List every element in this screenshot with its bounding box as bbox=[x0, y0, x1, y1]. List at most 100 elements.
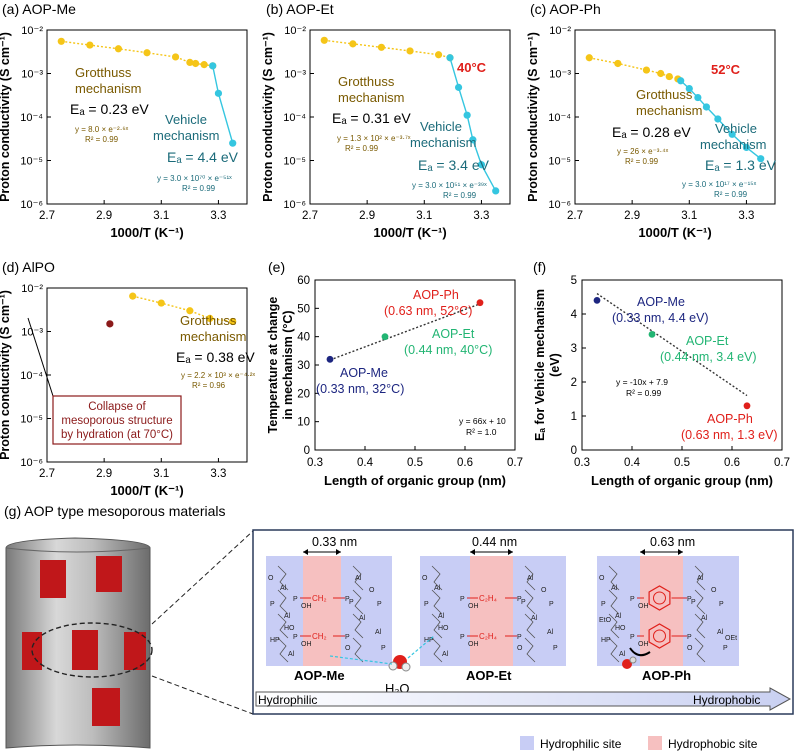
atom-label: OH bbox=[638, 603, 649, 610]
atom-label: Al bbox=[717, 629, 724, 636]
atom-label: HO bbox=[438, 625, 449, 632]
data-point bbox=[593, 297, 601, 304]
x-axis-label: Length of organic group (nm) bbox=[324, 473, 506, 488]
data-point bbox=[677, 77, 685, 85]
arrow-head bbox=[303, 549, 308, 555]
atom-label: O bbox=[369, 587, 375, 594]
y-tick-label: 2 bbox=[571, 377, 577, 389]
x-tick-label: 2.9 bbox=[359, 210, 375, 222]
y-tick-label: 0 bbox=[304, 445, 310, 457]
vehicle-label: Vehicle bbox=[165, 112, 207, 127]
y-tick-label: 10⁻⁵ bbox=[20, 156, 43, 168]
series-line bbox=[449, 57, 497, 192]
y-tick-label: 10⁻³ bbox=[549, 69, 571, 81]
data-point bbox=[171, 53, 180, 61]
atom-label: Al bbox=[611, 585, 618, 592]
y-axis-label: Temperature at change bbox=[266, 297, 280, 434]
atom-label: Al bbox=[438, 613, 445, 620]
wall-bond bbox=[352, 565, 364, 591]
atom-label: Al bbox=[434, 585, 441, 592]
data-point bbox=[714, 115, 722, 123]
distance-label-ph: 0.63 nm bbox=[650, 535, 695, 549]
phenyl-ring-inner bbox=[653, 591, 666, 605]
y-axis-label: Proton conductivity (S cm⁻¹) bbox=[526, 32, 540, 202]
atom-label: HP bbox=[270, 637, 280, 644]
distance-label-et: 0.44 nm bbox=[472, 535, 517, 549]
atom-label: Al bbox=[359, 615, 366, 622]
atom-label: P bbox=[553, 645, 558, 652]
data-point bbox=[191, 59, 200, 68]
data-point bbox=[685, 84, 693, 93]
hydrophilic-label: Hydrophilic bbox=[258, 693, 317, 707]
y-axis-label: in mechanism (°C) bbox=[281, 310, 295, 419]
wall-bond bbox=[524, 637, 536, 663]
data-point bbox=[377, 43, 386, 51]
wall-bond bbox=[277, 589, 289, 615]
atom-label: P bbox=[381, 645, 386, 652]
data-point bbox=[476, 299, 484, 307]
bridge-group: CH₂ bbox=[312, 594, 327, 603]
atom-label: P bbox=[293, 596, 298, 603]
atom-label: P bbox=[521, 599, 526, 606]
data-point bbox=[702, 103, 711, 111]
water-molecule bbox=[622, 659, 632, 669]
fit-equation: y = 2.2 × 10³ × e⁻⁴·²ˣ bbox=[181, 371, 255, 380]
distance-label-me: 0.33 nm bbox=[312, 535, 357, 549]
x-tick-label: 2.7 bbox=[39, 210, 55, 222]
atom-label: P bbox=[723, 645, 728, 652]
bridge-group: CH₂ bbox=[312, 632, 327, 641]
x-tick-label: 0.3 bbox=[307, 457, 323, 469]
atom-label: EtO bbox=[599, 617, 612, 624]
point-label-me: (0.33 nm, 32°C) bbox=[316, 382, 404, 396]
ea-grotthuss: Eₐ = 0.23 eV bbox=[70, 101, 149, 117]
point-label-ph: (0.63 nm, 1.3 eV) bbox=[681, 428, 778, 442]
data-point bbox=[106, 320, 114, 328]
panel-label-a: (a) AOP-Me bbox=[2, 1, 76, 17]
data-point bbox=[143, 49, 151, 57]
atom-label: P bbox=[630, 596, 635, 603]
data-point bbox=[157, 299, 165, 307]
fit-equation: y = 66x + 10 bbox=[459, 416, 506, 426]
hydrophilic-region bbox=[683, 556, 739, 666]
r2-value: R² = 0.99 bbox=[182, 184, 216, 193]
chart-aop-me: 10⁻² 10⁻³ 10⁻⁴ 10⁻⁵ 10⁻⁶2.7 2.9 3.1 3.3 1000/T (… bbox=[0, 25, 248, 240]
atom-label: Al bbox=[615, 613, 622, 620]
y-axis-label: Proton conductivity (S cm⁻¹) bbox=[261, 32, 275, 202]
chart-aop-et: 10⁻² 10⁻³ 10⁻⁴ 10⁻⁵ 10⁻⁶2.7 2.9 3.1 3.3 1000/T (… bbox=[261, 25, 511, 240]
x-tick-label: 0.5 bbox=[674, 457, 690, 469]
x-tick-label: 0.4 bbox=[357, 457, 374, 469]
point-label-ph: AOP-Ph bbox=[707, 412, 753, 426]
atom-label: P bbox=[517, 596, 522, 603]
arrow-head bbox=[470, 549, 475, 555]
panel-label-c: (c) AOP-Ph bbox=[530, 1, 601, 17]
r2-value: R² = 0.99 bbox=[625, 157, 659, 166]
atom-label: O bbox=[599, 575, 605, 582]
atom-label: P bbox=[460, 596, 465, 603]
point-label-me: AOP-Me bbox=[637, 295, 685, 309]
y-axis-label: Proton conductivity (S cm⁻¹) bbox=[0, 32, 12, 202]
arrow-head bbox=[336, 549, 341, 555]
y-tick-label: 10 bbox=[297, 417, 310, 429]
r2-value: R² = 0.99 bbox=[626, 388, 661, 398]
grotthuss-label: mechanism bbox=[338, 90, 404, 105]
grotthuss-label: Grotthuss bbox=[180, 313, 237, 328]
annotations-b: 40°C Grotthuss mechanism Eₐ = 0.31 eV y … bbox=[332, 60, 490, 200]
x-tick-label: 2.9 bbox=[96, 210, 112, 222]
y-tick-label: 10⁻³ bbox=[21, 69, 43, 81]
data-point bbox=[743, 402, 751, 410]
x-axis-label: 1000/T (K⁻¹) bbox=[110, 483, 183, 498]
atom-label: Al bbox=[288, 651, 295, 658]
atom-label: Al bbox=[547, 629, 554, 636]
atom-label: O bbox=[345, 645, 351, 652]
wall-bond bbox=[694, 565, 706, 591]
atom-label: O bbox=[268, 575, 274, 582]
y-tick-label: 10⁻⁶ bbox=[20, 457, 43, 469]
atom-label: P bbox=[460, 634, 465, 641]
data-point bbox=[757, 155, 765, 163]
y-tick-label: 10⁻² bbox=[549, 25, 571, 37]
atom-label: Al bbox=[531, 615, 538, 622]
y-tick-label: 5 bbox=[571, 275, 577, 287]
y-tick-label: 1 bbox=[571, 411, 577, 423]
